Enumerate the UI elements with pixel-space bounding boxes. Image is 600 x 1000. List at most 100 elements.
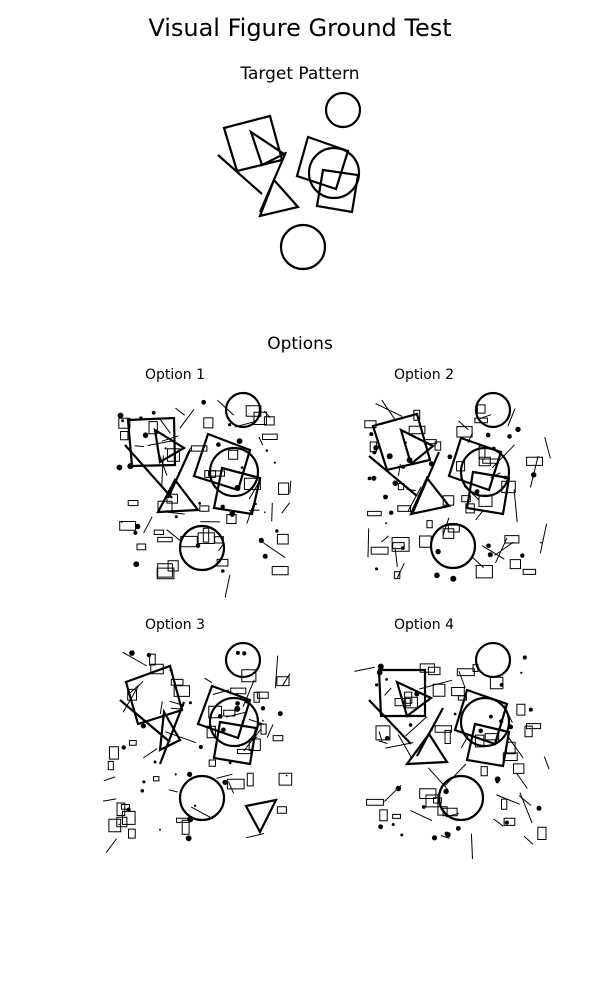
clutter-line bbox=[544, 757, 549, 769]
clutter-rect bbox=[510, 560, 520, 569]
figure-polygon bbox=[194, 434, 250, 490]
clutter-dot bbox=[478, 728, 483, 734]
clutter-rect bbox=[121, 805, 129, 810]
clutter-line bbox=[395, 548, 397, 567]
clutter-line bbox=[159, 418, 171, 434]
clutter-rect bbox=[150, 654, 156, 665]
clutter-line bbox=[368, 528, 369, 557]
clutter-dot bbox=[242, 651, 247, 656]
clutter-dot bbox=[434, 572, 440, 579]
figure-polygon bbox=[160, 712, 180, 750]
clutter-rect bbox=[263, 434, 278, 439]
clutter-rect bbox=[154, 530, 163, 534]
clutter-rect bbox=[137, 544, 146, 550]
clutter-rect bbox=[426, 795, 438, 807]
clutter-rect bbox=[490, 677, 503, 689]
clutter-line bbox=[520, 793, 532, 824]
option-2-panel[interactable] bbox=[355, 390, 555, 590]
clutter-line bbox=[397, 563, 404, 578]
clutter-dot bbox=[383, 494, 388, 500]
clutter-rect bbox=[120, 522, 136, 531]
clutter-dot bbox=[159, 828, 161, 831]
clutter-rect bbox=[128, 501, 138, 506]
clutter-dot bbox=[401, 546, 405, 550]
clutter-line bbox=[290, 481, 291, 494]
clutter-line bbox=[386, 743, 414, 749]
clutter-line bbox=[530, 456, 538, 487]
clutter-rect bbox=[209, 760, 215, 766]
clutter-dot bbox=[487, 552, 493, 558]
figure-polygon bbox=[155, 430, 184, 462]
clutter-rect bbox=[398, 506, 411, 512]
option-1-panel[interactable] bbox=[100, 390, 300, 590]
target-pattern bbox=[200, 88, 380, 278]
clutter-line bbox=[160, 701, 162, 714]
clutter-rect bbox=[129, 741, 136, 746]
clutter-line bbox=[410, 810, 432, 820]
clutter-rect bbox=[420, 789, 436, 799]
clutter-rect bbox=[367, 799, 384, 805]
clutter-rect bbox=[171, 679, 183, 685]
clutter-line bbox=[495, 542, 514, 555]
option-4-panel[interactable] bbox=[355, 640, 555, 850]
clutter-rect bbox=[514, 764, 524, 774]
clutter-dot bbox=[216, 442, 221, 447]
clutter-line bbox=[135, 446, 144, 447]
clutter-line bbox=[180, 410, 194, 429]
clutter-rect bbox=[227, 779, 244, 789]
clutter-line bbox=[272, 503, 273, 521]
clutter-rect bbox=[154, 777, 159, 781]
figure-circle bbox=[461, 698, 509, 746]
clutter-dot bbox=[495, 780, 499, 784]
clutter-line bbox=[225, 575, 230, 598]
clutter-dot bbox=[121, 745, 126, 750]
clutter-dot bbox=[164, 447, 167, 450]
clutter-line bbox=[428, 768, 447, 789]
figure-circle bbox=[439, 776, 483, 820]
clutter-rect bbox=[452, 688, 465, 696]
clutter-rect bbox=[257, 692, 268, 698]
clutter-rect bbox=[108, 761, 113, 769]
target-triangle bbox=[260, 180, 298, 216]
clutter-line bbox=[540, 524, 546, 554]
clutter-dot bbox=[486, 543, 491, 549]
clutter-rect bbox=[110, 747, 119, 759]
figure-circle bbox=[431, 524, 475, 568]
clutter-line bbox=[519, 796, 531, 806]
clutter-rect bbox=[517, 704, 525, 715]
clutter-dot bbox=[140, 723, 146, 729]
figure-polygon bbox=[246, 800, 276, 832]
clutter-rect bbox=[434, 798, 442, 803]
clutter-dot bbox=[120, 520, 123, 523]
clutter-rect bbox=[368, 511, 382, 515]
clutter-rect bbox=[158, 537, 173, 541]
figure-line bbox=[125, 445, 172, 498]
clutter-dot bbox=[485, 432, 491, 438]
clutter-rect bbox=[523, 569, 535, 574]
clutter-dot bbox=[262, 719, 264, 722]
clutter-line bbox=[259, 437, 263, 445]
clutter-line bbox=[354, 667, 374, 671]
clutter-dot bbox=[146, 652, 152, 658]
clutter-rect bbox=[277, 677, 289, 686]
target-square-rotated bbox=[224, 116, 282, 171]
clutter-rect bbox=[203, 528, 208, 542]
clutter-rect bbox=[380, 810, 387, 821]
clutter-dot bbox=[373, 445, 379, 451]
clutter-dot bbox=[391, 823, 395, 826]
clutter-line bbox=[398, 735, 412, 759]
clutter-line bbox=[106, 839, 117, 853]
target-pattern-label: Target Pattern bbox=[240, 64, 360, 84]
clutter-rect bbox=[503, 753, 517, 761]
clutter-dot bbox=[444, 831, 449, 836]
clutter-rect bbox=[420, 664, 434, 672]
clutter-dot bbox=[264, 511, 266, 513]
clutter-line bbox=[143, 749, 157, 758]
clutter-line bbox=[205, 678, 212, 682]
clutter-dot bbox=[522, 655, 527, 660]
clutter-rect bbox=[394, 572, 399, 579]
clutter-rect bbox=[158, 564, 173, 577]
option-3-panel[interactable] bbox=[100, 640, 300, 850]
clutter-dot bbox=[372, 450, 377, 455]
clutter-rect bbox=[433, 684, 445, 696]
